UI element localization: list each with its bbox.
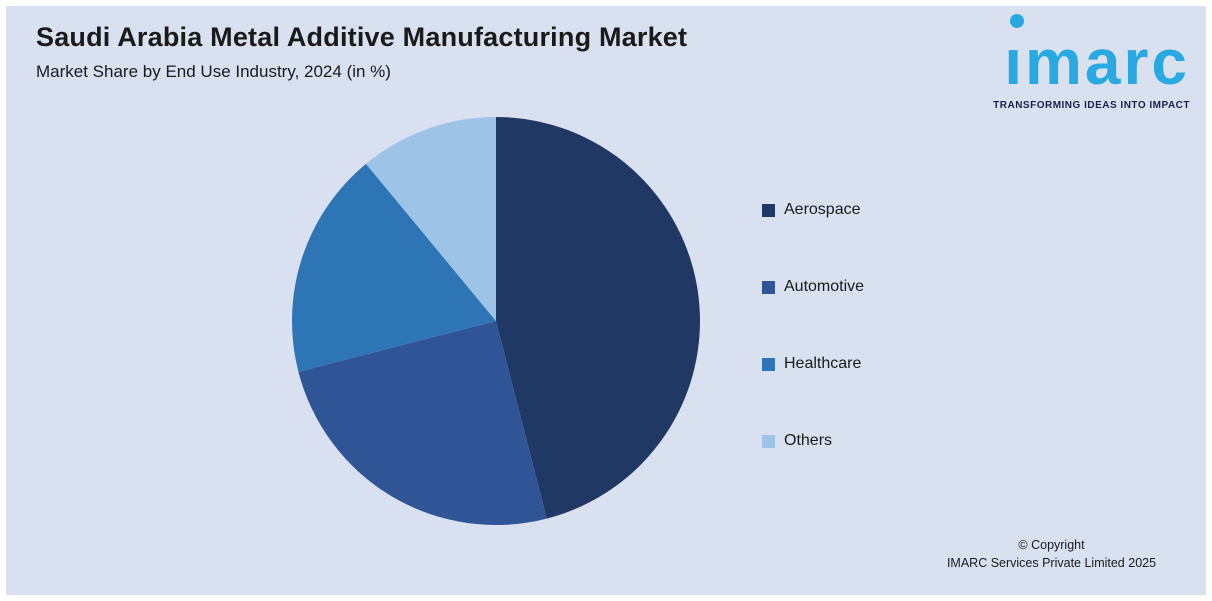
legend-item-aerospace: Aerospace (762, 201, 864, 219)
logo-tagline: TRANSFORMING IDEAS INTO IMPACT (993, 99, 1190, 111)
legend-swatch-automotive (762, 280, 775, 294)
pie-slice-automotive (298, 321, 547, 525)
pie-slice-healthcare (292, 163, 496, 372)
legend-label-others: Others (784, 432, 833, 449)
imarc-logo: ımarc TRANSFORMING IDEAS INTO IMPACT (993, 14, 1190, 111)
pie-slice-aerospace (496, 117, 700, 519)
copyright-line2: IMARC Services Private Limited 2025 (946, 556, 1157, 571)
logo-wordmark: ımarc (1004, 26, 1190, 98)
logo-i-dot-icon (1010, 14, 1025, 28)
legend-label-automotive: Automotive (784, 278, 865, 295)
page-title: Saudi Arabia Metal Additive Manufacturin… (36, 22, 688, 52)
legend-swatch-others (762, 434, 775, 448)
legend-item-healthcare: Healthcare (762, 355, 864, 373)
chart-legend: Aerospace Automotive Healthcare Others (762, 201, 864, 450)
copyright-line1: © Copyright (1018, 537, 1085, 552)
legend-swatch-aerospace (762, 203, 775, 217)
legend-item-others: Others (762, 432, 864, 450)
legend-item-automotive: Automotive (762, 278, 864, 296)
pie-slice-others (365, 117, 496, 321)
page-subtitle: Market Share by End Use Industry, 2024 (… (36, 62, 391, 81)
logo-wordmark-wrap: ımarc (1004, 14, 1190, 98)
legend-swatch-healthcare (762, 357, 775, 371)
legend-label-aerospace: Aerospace (784, 201, 861, 218)
pie-chart-container (292, 117, 700, 525)
pie-chart (292, 117, 700, 525)
legend-label-healthcare: Healthcare (784, 355, 862, 372)
copyright: © Copyright IMARC Services Private Limit… (909, 536, 1194, 574)
